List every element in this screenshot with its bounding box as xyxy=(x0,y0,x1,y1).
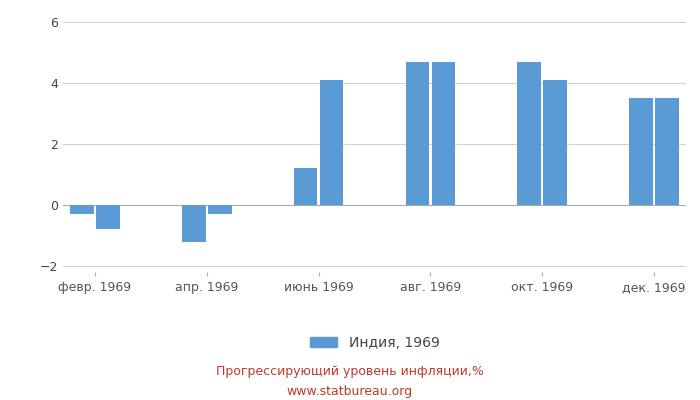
Bar xyxy=(655,98,679,205)
Bar xyxy=(208,205,232,214)
Bar xyxy=(182,205,206,242)
Bar xyxy=(432,62,455,205)
Legend: Индия, 1969: Индия, 1969 xyxy=(304,330,445,355)
Bar xyxy=(629,98,653,205)
Text: www.statbureau.org: www.statbureau.org xyxy=(287,386,413,398)
Bar xyxy=(320,80,344,205)
Bar xyxy=(294,168,317,205)
Text: Прогрессирующий уровень инфляции,%: Прогрессирующий уровень инфляции,% xyxy=(216,366,484,378)
Bar xyxy=(96,205,120,229)
Bar xyxy=(543,80,567,205)
Bar xyxy=(517,62,541,205)
Bar xyxy=(405,62,429,205)
Bar xyxy=(70,205,94,214)
